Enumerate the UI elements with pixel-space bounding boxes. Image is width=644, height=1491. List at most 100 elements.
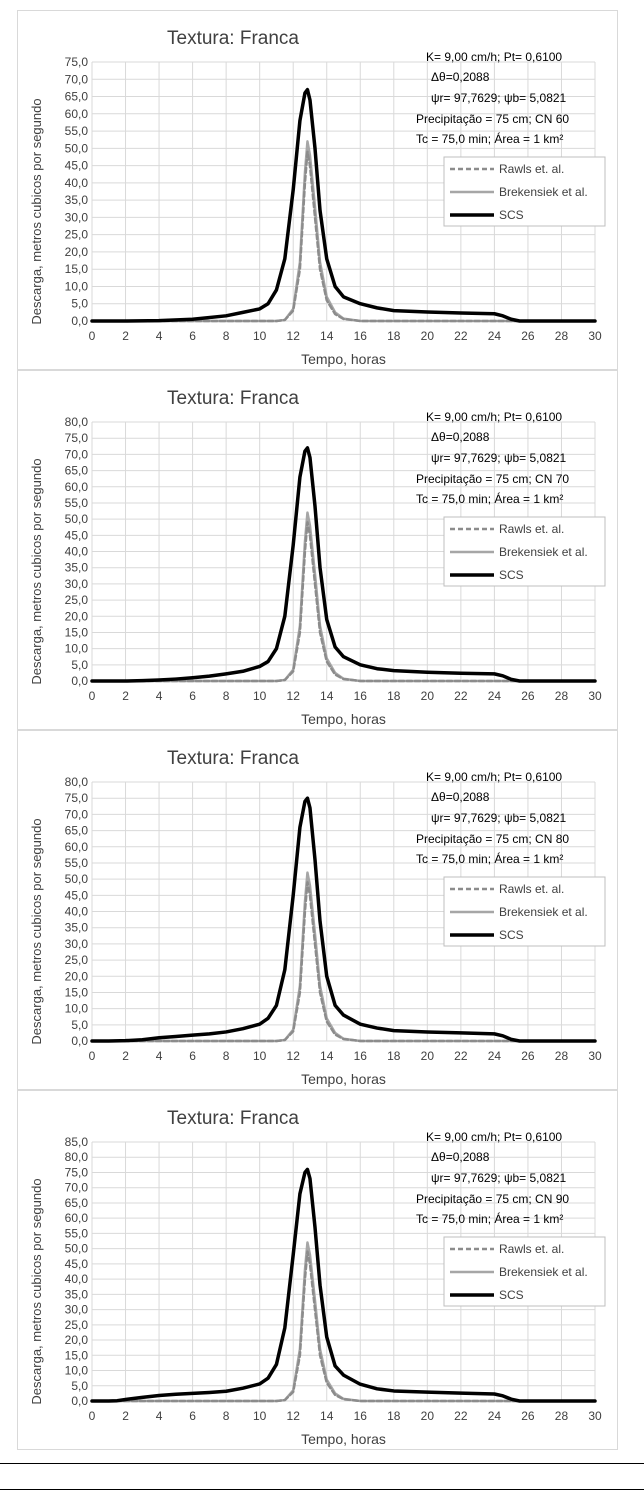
chart-panel-2: 0,0 5,0 10,0 15,0 20,0 25,0 30,0 35,0 40,0 45,0 50… <box>17 370 618 730</box>
legend-label: Brekensiek et al. <box>499 545 588 559</box>
x-tick-label: 28 <box>555 1049 569 1063</box>
y-tick-label: 5,0 <box>71 1018 88 1032</box>
x-tick-label: 30 <box>588 1049 602 1063</box>
legend-label: SCS <box>499 208 524 222</box>
bottom-separator-bottom <box>0 1489 644 1490</box>
legend: Rawls et. al. Brekensiek et al. SCS <box>443 1236 606 1307</box>
annotation-line: K= 9,00 cm/h; Pt= 0,6100 <box>426 770 562 784</box>
x-tick-label: 6 <box>189 689 196 703</box>
y-tick-label: 0,0 <box>71 314 88 328</box>
annotation-line: ψr= 97,7629; ψb= 5,0821 <box>431 811 567 825</box>
y-tick-label: 70,0 <box>65 1181 89 1195</box>
x-tick-label: 16 <box>354 329 368 343</box>
series-line-3 <box>90 796 597 1043</box>
x-tick-label: 18 <box>387 1409 401 1423</box>
annotation-line: ψr= 97,7629; ψb= 5,0821 <box>431 91 567 105</box>
y-tick-label: 30,0 <box>65 937 89 951</box>
x-axis-title: Tempo, horas <box>301 711 386 727</box>
x-tick-label: 0 <box>89 1049 96 1063</box>
legend-label: Rawls et. al. <box>499 1242 564 1256</box>
x-tick-label: 20 <box>421 1409 435 1423</box>
y-tick-label: 35,0 <box>65 193 89 207</box>
annotation-line: K= 9,00 cm/h; Pt= 0,6100 <box>426 1130 562 1144</box>
legend-label: Brekensiek et al. <box>499 1265 588 1279</box>
x-tick-label: 12 <box>287 329 301 343</box>
y-tick-label: 55,0 <box>65 856 89 870</box>
y-tick-label: 40,0 <box>65 1272 89 1286</box>
x-tick-label: 24 <box>488 689 502 703</box>
x-tick-label: 10 <box>253 689 267 703</box>
y-axis-title: Descarga, metros cubicos por segundo <box>29 818 44 1044</box>
x-tick-label: 16 <box>354 689 368 703</box>
x-tick-label: 10 <box>253 1049 267 1063</box>
y-tick-label: 50,0 <box>65 872 89 886</box>
series-line-3 <box>90 446 597 683</box>
y-tick-label: 45,0 <box>65 888 89 902</box>
legend-label: Brekensiek et al. <box>499 185 588 199</box>
legend-label: Rawls et. al. <box>499 882 564 896</box>
y-tick-label: 50,0 <box>65 141 89 155</box>
x-tick-label: 18 <box>387 689 401 703</box>
x-tick-label: 20 <box>421 329 435 343</box>
chart-title: Textura: Franca <box>167 748 299 769</box>
x-tick-label: 28 <box>555 1409 569 1423</box>
bottom-separator-top <box>0 1463 644 1464</box>
x-tick-label: 16 <box>354 1409 368 1423</box>
y-tick-label: 25,0 <box>65 593 89 607</box>
chart-panel-3: 0,0 5,0 10,0 15,0 20,0 25,0 30,0 35,0 40,0 45,0 50… <box>17 730 618 1090</box>
annotation-line: ψr= 97,7629; ψb= 5,0821 <box>431 1171 567 1185</box>
y-tick-label: 40,0 <box>65 176 89 190</box>
annotation-line: Tc = 75,0 min; Área = 1 km² <box>416 851 563 866</box>
x-tick-label: 2 <box>122 689 129 703</box>
x-tick-label: 12 <box>287 1409 301 1423</box>
y-tick-label: 45,0 <box>65 1257 89 1271</box>
chart-svg: 0,05,010,015,020,025,030,035,040,045,050… <box>29 388 606 727</box>
chart-svg: 0,05,010,015,020,025,030,035,040,045,050… <box>29 1108 606 1447</box>
chart-title: Textura: Franca <box>167 28 299 49</box>
chart-panel-4: 0,0 5,0 10,0 15,0 20,0 25,0 30,0 35,0 40,0 45,0 50… <box>17 1090 618 1450</box>
y-tick-label: 70,0 <box>65 807 89 821</box>
x-tick-label: 24 <box>488 1049 502 1063</box>
y-tick-label: 75,0 <box>65 1165 89 1179</box>
y-tick-label: 40,0 <box>65 905 89 919</box>
annotation-line: Δθ=0,2088 <box>431 430 490 444</box>
y-tick-label: 0,0 <box>71 674 88 688</box>
annotation-line: Tc = 75,0 min; Área = 1 km² <box>416 491 563 506</box>
y-tick-label: 10,0 <box>65 1002 89 1016</box>
x-tick-label: 22 <box>454 329 468 343</box>
x-tick-label: 6 <box>189 1049 196 1063</box>
y-tick-label: 15,0 <box>65 1348 89 1362</box>
x-axis-title: Tempo, horas <box>301 1071 386 1087</box>
legend-label: Brekensiek et al. <box>499 905 588 919</box>
series-line-3 <box>90 87 597 323</box>
x-tick-label: 20 <box>421 1049 435 1063</box>
legend-label: Rawls et. al. <box>499 162 564 176</box>
x-tick-label: 24 <box>488 329 502 343</box>
y-tick-label: 65,0 <box>65 1196 89 1210</box>
legend: Rawls et. al. Brekensiek et al. SCS <box>443 516 606 587</box>
y-tick-label: 35,0 <box>65 921 89 935</box>
series-line-3 <box>90 1167 597 1403</box>
legend-label: SCS <box>499 568 524 582</box>
y-tick-label: 70,0 <box>65 447 89 461</box>
y-tick-label: 55,0 <box>65 1226 89 1240</box>
legend-label: SCS <box>499 1288 524 1302</box>
y-tick-label: 60,0 <box>65 840 89 854</box>
series-line-1 <box>90 150 597 323</box>
y-tick-label: 50,0 <box>65 512 89 526</box>
annotation-line: Δθ=0,2088 <box>431 1150 490 1164</box>
y-tick-label: 15,0 <box>65 262 89 276</box>
x-tick-label: 26 <box>521 1409 535 1423</box>
y-tick-label: 25,0 <box>65 953 89 967</box>
x-tick-label: 22 <box>454 1409 468 1423</box>
x-tick-label: 28 <box>555 689 569 703</box>
x-tick-label: 8 <box>223 1049 230 1063</box>
y-tick-label: 30,0 <box>65 1303 89 1317</box>
annotation-line: Precipitação = 75 cm; CN 60 <box>416 112 569 126</box>
y-tick-label: 55,0 <box>65 496 89 510</box>
x-tick-label: 0 <box>89 1409 96 1423</box>
y-tick-label: 10,0 <box>65 642 89 656</box>
annotation-line: Precipitação = 75 cm; CN 90 <box>416 1192 569 1206</box>
y-tick-label: 50,0 <box>65 1242 89 1256</box>
annotation-line: K= 9,00 cm/h; Pt= 0,6100 <box>426 50 562 64</box>
